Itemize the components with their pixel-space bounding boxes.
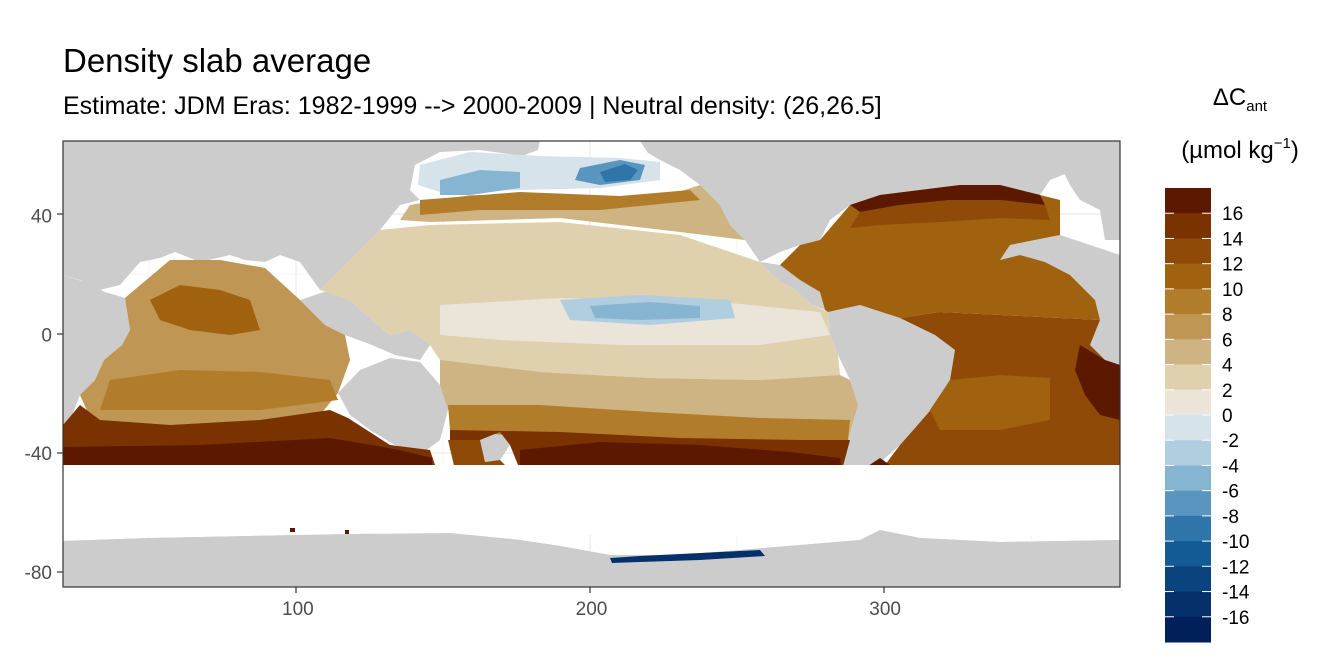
- y-tick-labels: 40 0 -40 -80: [25, 206, 52, 584]
- chart-title: Density slab average: [63, 42, 372, 79]
- legend-unit-prefix: (µmol kg: [1181, 137, 1274, 164]
- x-tick-label: 200: [576, 599, 608, 620]
- legend-color-swatch: [1165, 389, 1211, 416]
- ross-sea-minimum: [610, 550, 765, 563]
- legend-color-swatch: [1165, 339, 1211, 366]
- africa-atlantic-coast-land: [1000, 235, 1120, 365]
- legend-label: 14: [1222, 229, 1244, 250]
- weddell-spot: [345, 530, 349, 534]
- maritime-continent-land: [300, 290, 430, 360]
- panel-border: [62, 140, 1121, 588]
- legend-color-swatch: [1165, 465, 1211, 492]
- gulf-of-alaska-minimum: [600, 164, 638, 182]
- arabian-sea: [150, 285, 260, 335]
- legend-unit-superscript: −1: [1273, 135, 1291, 152]
- benguela-margin: [1075, 345, 1120, 420]
- legend-color-swatch: [1165, 188, 1211, 214]
- legend-label: 0: [1222, 406, 1233, 427]
- legend-label: -14: [1222, 583, 1250, 604]
- y-tick-label: -80: [25, 563, 52, 584]
- legend-color-swatch: [1165, 440, 1211, 466]
- africa-land: [63, 275, 130, 425]
- legend-color-swatch: [1165, 288, 1211, 315]
- southern-ocean-no-data: [63, 465, 1120, 535]
- x-tick-labels: 100 200 300: [282, 599, 901, 620]
- legend-label: -12: [1222, 557, 1249, 578]
- south-atlantic-mid: [930, 375, 1050, 430]
- legend-labels: 16 14 12 10 8 6 4 2 0 -2 -4 -6 -8 -10 -12 -14 -16: [1222, 204, 1250, 629]
- x-axis: [295, 587, 885, 593]
- legend-title-subscript: ant: [1246, 98, 1268, 115]
- legend-color-swatch: [1165, 541, 1211, 567]
- legend-label: 10: [1222, 280, 1243, 301]
- y-tick-label: 0: [41, 325, 52, 346]
- y-axis: [57, 213, 63, 573]
- indian-ocean-mid: [100, 370, 338, 410]
- legend-unit: (µmol kg−1): [1181, 135, 1299, 164]
- equatorial-pacific-core: [590, 302, 700, 320]
- tasman-sea: [448, 440, 510, 470]
- legend-color-swatch: [1165, 490, 1211, 517]
- north-atlantic-subpolar: [850, 185, 1045, 212]
- legend-color-swatch: [1165, 566, 1211, 593]
- legend-label: -8: [1222, 507, 1239, 528]
- kuroshio-extension: [420, 190, 700, 215]
- new-zealand-land: [480, 432, 510, 462]
- x-tick-label: 300: [869, 599, 901, 620]
- legend-color-swatch: [1165, 591, 1211, 618]
- legend-label: 6: [1222, 330, 1233, 351]
- legend-label: -6: [1222, 482, 1239, 503]
- central-america-land: [760, 262, 825, 310]
- legend-color-swatch: [1165, 238, 1211, 265]
- legend-label: 2: [1222, 381, 1233, 402]
- antarctica-shelf-land: [63, 530, 1120, 587]
- legend-label: -2: [1222, 431, 1239, 452]
- legend-title-symbol: ΔC: [1212, 84, 1247, 111]
- legend-label: 16: [1222, 204, 1243, 225]
- legend-color-swatch: [1165, 515, 1211, 542]
- legend-color-bar: [1165, 188, 1211, 643]
- legend-unit-suffix: ): [1290, 137, 1299, 164]
- ocean-field: [63, 152, 1120, 496]
- south-america-land: [828, 305, 955, 496]
- y-tick-label: -40: [25, 444, 52, 465]
- legend-color-swatch: [1165, 213, 1211, 239]
- legend-color-swatch: [1165, 263, 1211, 290]
- legend-color-swatch: [1165, 616, 1211, 643]
- subpolar-pacific-blue-west: [440, 170, 520, 195]
- legend-color-swatch: [1165, 314, 1211, 340]
- legend-label: -16: [1222, 608, 1249, 629]
- y-tick-label: 40: [31, 206, 52, 227]
- north-america-land: [640, 141, 1120, 262]
- legend-title: ΔCant (µmol kg−1): [1160, 86, 1320, 163]
- legend-label: 4: [1222, 356, 1233, 377]
- legend-color-swatch: [1165, 415, 1211, 441]
- australia-land: [338, 358, 448, 455]
- x-tick-label: 100: [282, 599, 314, 620]
- antarctic-peninsula-spot: [290, 528, 295, 532]
- north-atlantic-upper: [850, 200, 1050, 228]
- legend-label: -4: [1222, 456, 1239, 477]
- legend-label: 8: [1222, 305, 1233, 326]
- legend-label: 12: [1222, 255, 1243, 276]
- indian-ocean-south-core: [63, 438, 432, 465]
- greenland-land: [1060, 141, 1120, 240]
- legend-label: -10: [1222, 532, 1249, 553]
- legend-color-swatch: [1165, 364, 1211, 391]
- chart-subtitle: Estimate: JDM Eras: 1982-1999 --> 2000-2…: [63, 92, 882, 120]
- eurasia-land: [63, 141, 540, 290]
